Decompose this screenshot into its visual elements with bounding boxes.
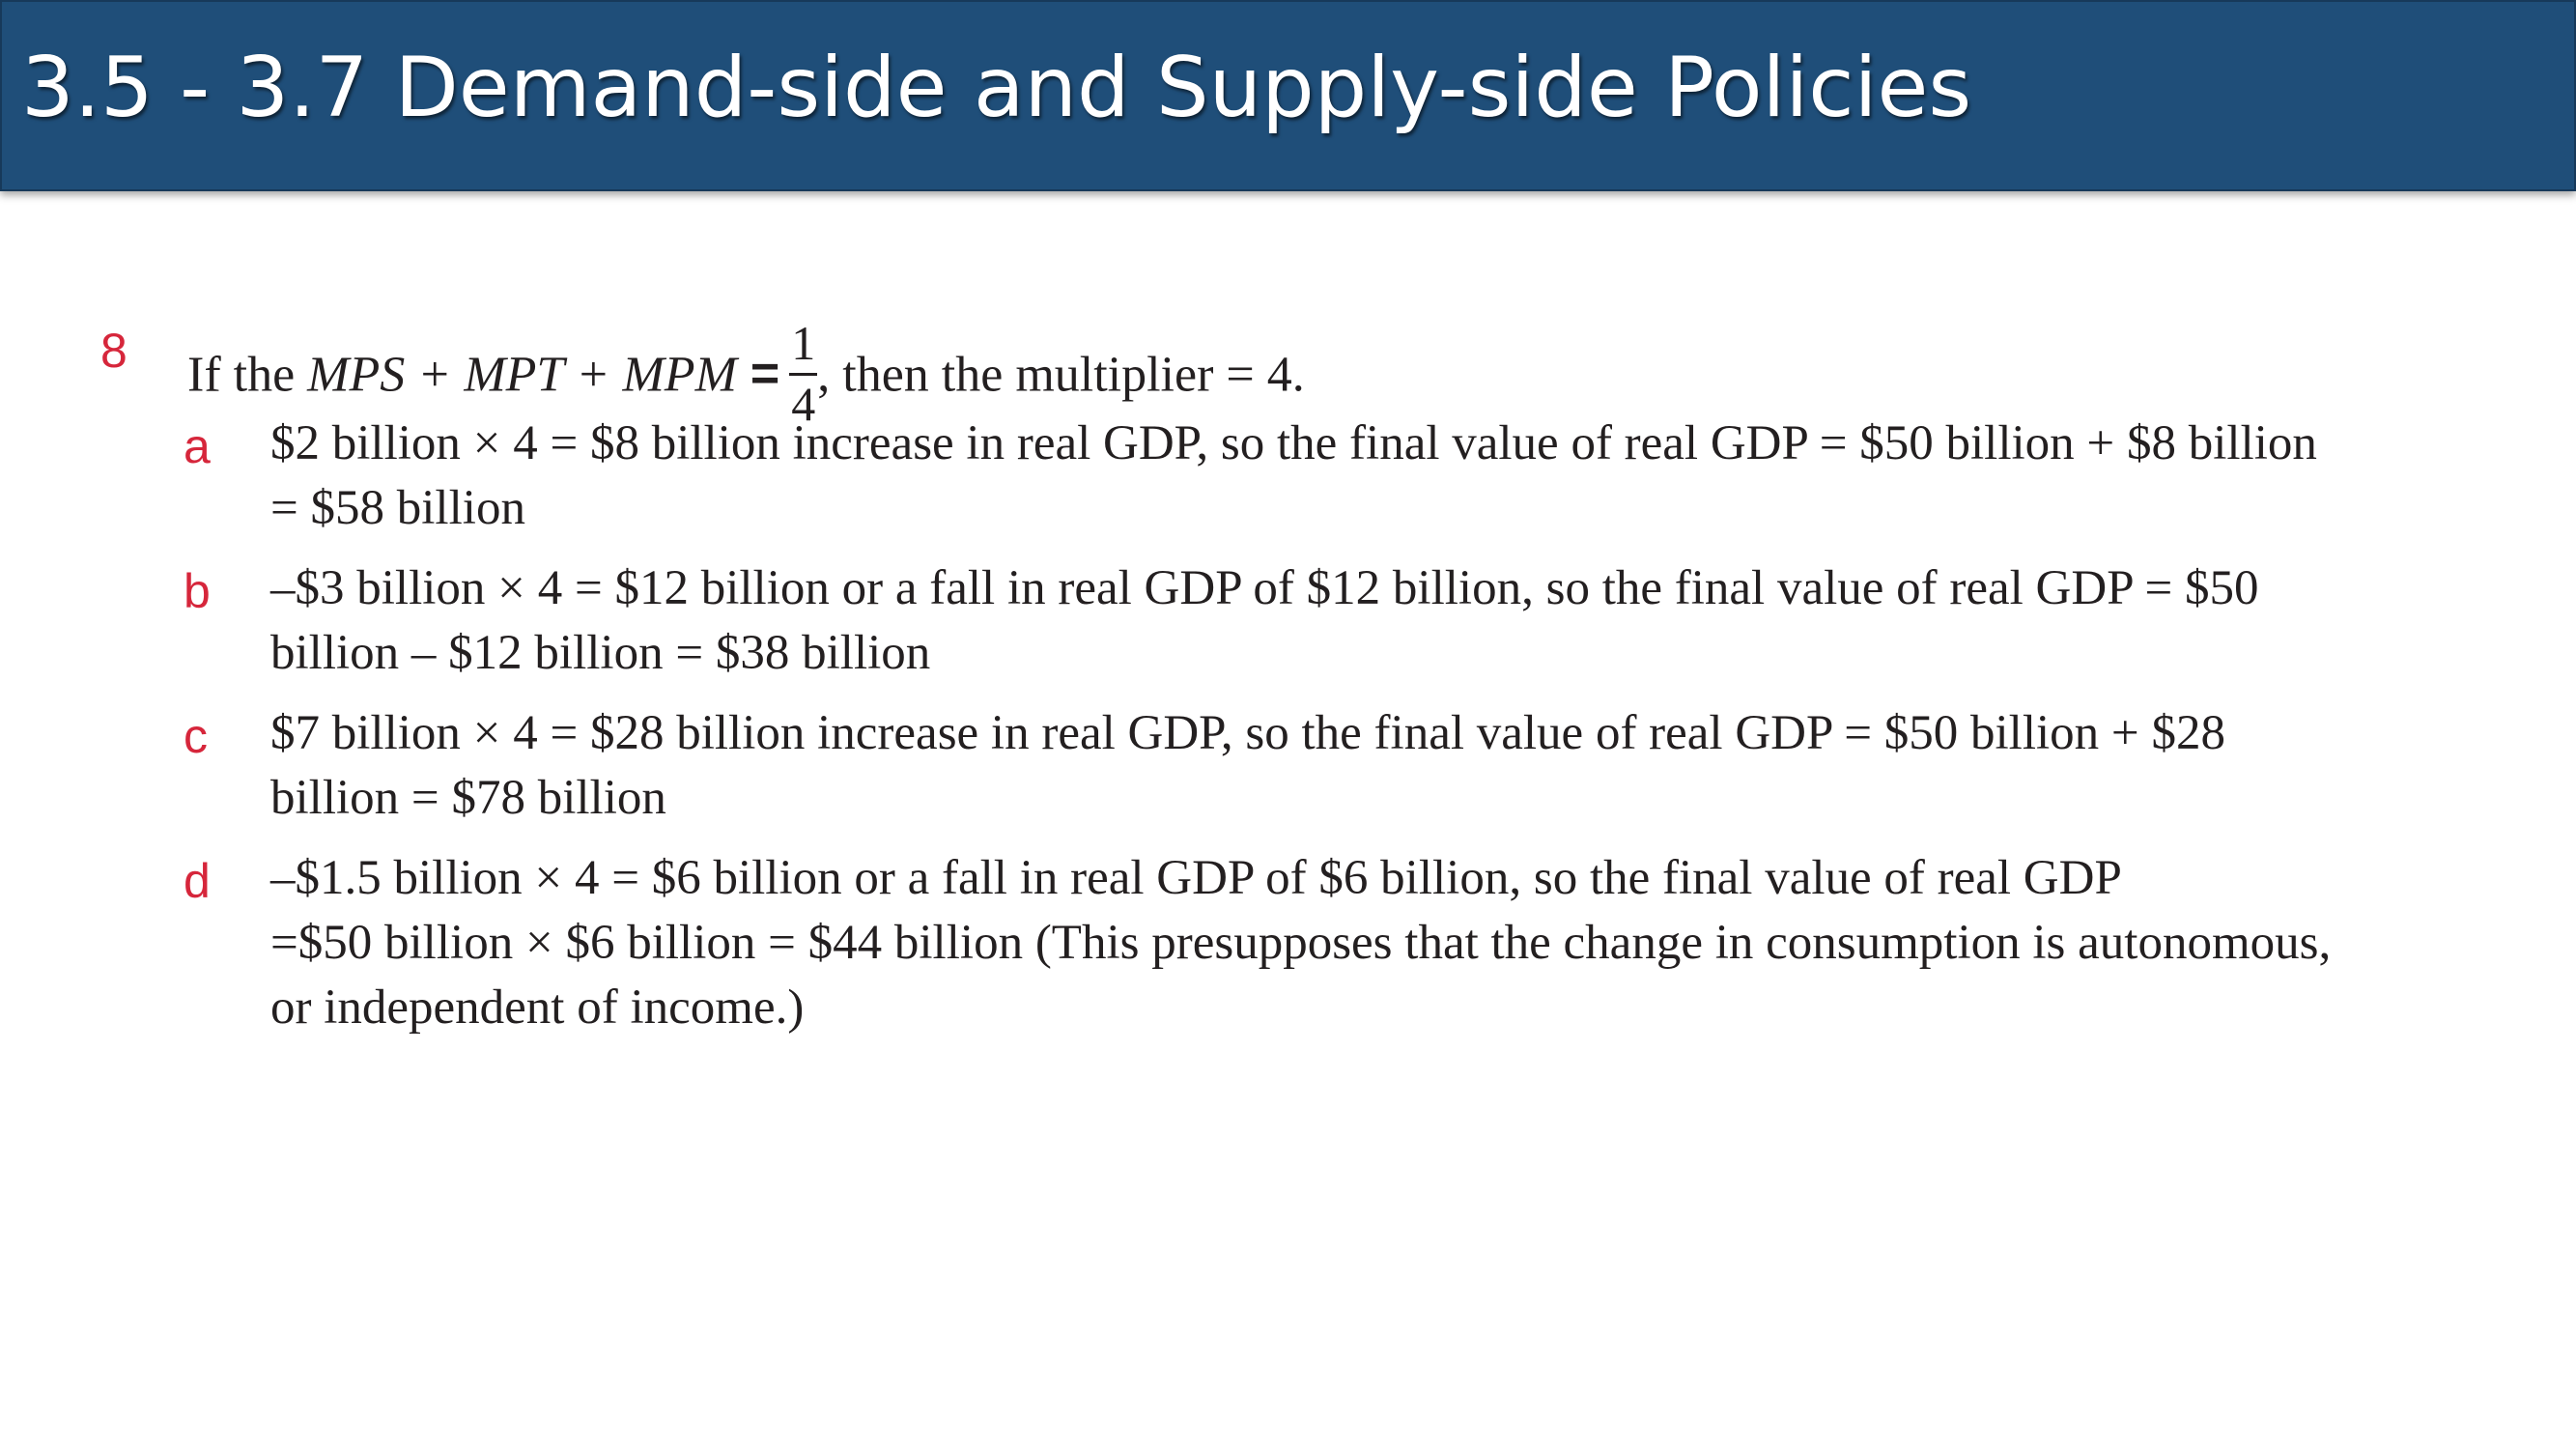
question-intro: If the	[187, 347, 308, 403]
fraction-numerator: 1	[789, 319, 818, 376]
part-b-line: billion – $12 billion = $38 billion	[270, 626, 931, 680]
part-b-label: b	[184, 564, 211, 618]
part-d-label: d	[184, 854, 211, 908]
part-c-label: c	[184, 709, 208, 763]
part-c-line: billion = $78 billion	[270, 771, 666, 825]
part-a-text: $2 billion × 4 = $8 billion increase in …	[270, 412, 2434, 541]
part-c-line: $7 billion × 4 = $28 billion increase in…	[270, 706, 2225, 760]
part-a-line: = $58 billion	[270, 481, 525, 535]
part-d-line: or independent of income.)	[270, 980, 805, 1035]
question-statement: If the MPS + MPT + MPM = 1 4, then the mult…	[187, 319, 1305, 434]
part-d-text: –$1.5 billion × 4 = $6 billion or a fall…	[270, 846, 2434, 1040]
question-conclusion: , then the multiplier = 4.	[817, 347, 1305, 403]
part-b-line: –$3 billion × 4 = $12 billion or a fall …	[270, 561, 2259, 615]
part-a-line: $2 billion × 4 = $8 billion increase in …	[270, 416, 2317, 470]
equals-sign: =	[750, 346, 780, 403]
slide-title: 3.5 - 3.7 Demand-side and Supply-side Po…	[21, 40, 1972, 136]
part-d-line: –$1.5 billion × 4 = $6 billion or a fall…	[270, 851, 2122, 905]
math-expression: MPS + MPT + MPM	[307, 347, 737, 403]
part-b-text: –$3 billion × 4 = $12 billion or a fall …	[270, 556, 2434, 686]
part-c-text: $7 billion × 4 = $28 billion increase in…	[270, 701, 2434, 831]
title-bar: 3.5 - 3.7 Demand-side and Supply-side Po…	[0, 0, 2576, 191]
question-number: 8	[100, 324, 127, 378]
part-d-line: =$50 billion × $6 billion = $44 billion …	[270, 916, 2332, 970]
fraction-denominator: 4	[791, 377, 816, 431]
part-a-label: a	[184, 419, 211, 473]
